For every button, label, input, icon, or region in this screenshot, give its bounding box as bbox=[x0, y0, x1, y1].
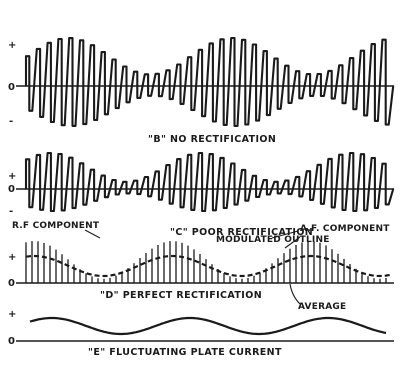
panel-d-caption: "D" PERFECT RECTIFICATION bbox=[100, 290, 262, 301]
panel-c-zero-label: 0 bbox=[8, 184, 15, 195]
average-leader-line bbox=[289, 283, 301, 305]
average-label: AVERAGE bbox=[298, 302, 346, 312]
panel-d: R.F COMPONENT MODULATED OUTLINE A.F. COM… bbox=[8, 221, 394, 312]
af-leader-line bbox=[271, 230, 299, 239]
panel-e-caption: "E" FLUCTUATING PLATE CURRENT bbox=[88, 347, 282, 358]
panel-b-rf-wave bbox=[24, 36, 395, 128]
panel-d-zero-label: 0 bbox=[8, 278, 15, 289]
panel-c: + 0 - "C" POOR RECTIFICATION bbox=[8, 151, 395, 238]
panel-b-minus-label: - bbox=[9, 116, 13, 127]
panel-c-rf-wave bbox=[24, 151, 395, 213]
af-component-label: A.F. COMPONENT bbox=[300, 224, 390, 234]
outline-leader-line bbox=[284, 236, 301, 249]
rf-leader-line bbox=[84, 229, 101, 239]
panel-d-rectified-pulses bbox=[25, 241, 387, 283]
panel-b-zero-label: 0 bbox=[8, 82, 15, 93]
panel-c-plus-label: + bbox=[8, 171, 16, 182]
panel-c-minus-label: - bbox=[9, 206, 13, 217]
panel-b-plus-label: + bbox=[8, 40, 16, 51]
panel-e-plate-current-curve bbox=[29, 316, 387, 336]
panel-b: + 0 - "B" NO RECTIFICATION bbox=[8, 36, 395, 145]
rf-component-label: R.F COMPONENT bbox=[12, 221, 100, 231]
panel-b-caption: "B" NO RECTIFICATION bbox=[148, 134, 276, 145]
panel-e: + 0 "E" FLUCTUATING PLATE CURRENT bbox=[8, 309, 394, 358]
modulated-outline-label: MODULATED OUTLINE bbox=[216, 235, 330, 245]
panel-d-average-curve bbox=[25, 254, 393, 278]
panel-d-plus-label: + bbox=[8, 252, 16, 263]
panel-c-caption: "C" POOR RECTIFICATION bbox=[170, 227, 313, 238]
panel-e-plus-label: + bbox=[8, 309, 16, 320]
panel-e-zero-label: 0 bbox=[8, 336, 15, 347]
